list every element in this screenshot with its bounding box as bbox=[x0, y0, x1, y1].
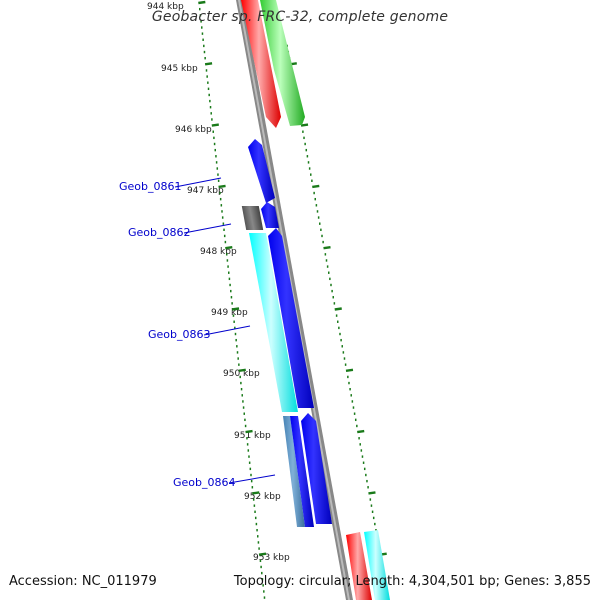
gene-arrow-blue-lower-a bbox=[290, 416, 314, 527]
gene-arrow-green bbox=[260, 0, 305, 126]
ruler-tick bbox=[368, 491, 376, 495]
topology-text: Topology: circular; Length: 4,304,501 bp… bbox=[233, 574, 591, 589]
ruler-tick bbox=[323, 246, 331, 250]
gene-geob-0861 bbox=[248, 139, 275, 203]
ruler-label: 952 kbp bbox=[244, 492, 281, 502]
ruler-tick bbox=[218, 184, 226, 189]
gene-label[interactable]: Geob_0862 bbox=[128, 226, 191, 239]
callout-line bbox=[183, 223, 232, 234]
ruler-label: 950 kbp bbox=[223, 369, 260, 379]
genome-title: Geobacter sp. FRC-32, complete genome bbox=[151, 9, 449, 25]
gene-arrow-blue-lower-b bbox=[301, 413, 332, 524]
gene-arrow-red-bottom bbox=[346, 532, 372, 600]
callout-line bbox=[203, 325, 251, 336]
callout-line bbox=[174, 177, 222, 188]
accession-text: Accession: NC_011979 bbox=[9, 574, 157, 589]
ruler-tick bbox=[198, 0, 206, 5]
ruler-tick bbox=[238, 368, 246, 372]
ruler-tick bbox=[312, 184, 320, 189]
ruler-tick bbox=[334, 307, 342, 311]
gene-label[interactable]: Geob_0861 bbox=[119, 180, 182, 193]
ruler-tick bbox=[345, 368, 354, 372]
ruler-tick bbox=[245, 429, 253, 434]
ruler-label: 951 kbp bbox=[234, 431, 271, 441]
gene-geob-0864 bbox=[283, 416, 305, 527]
ruler: 944 kbp 945 kbp 946 kbp 947 kbp 948 kbp … bbox=[147, 2, 290, 563]
gene-geob-0863 bbox=[249, 233, 298, 412]
ruler-tick bbox=[252, 491, 260, 495]
gene-label[interactable]: Geob_0864 bbox=[173, 476, 236, 489]
callout-line bbox=[228, 474, 276, 484]
gene-geob-0862 bbox=[261, 202, 279, 228]
ruler-label: 945 kbp bbox=[161, 64, 198, 74]
ruler-tick bbox=[258, 552, 267, 556]
gene-arrow-red bbox=[241, 0, 281, 128]
ruler-tick bbox=[211, 123, 219, 127]
ruler-tick bbox=[231, 307, 240, 311]
ruler-label: 947 kbp bbox=[187, 186, 224, 196]
ruler-label: 949 kbp bbox=[211, 308, 248, 318]
ruler-tick bbox=[300, 123, 309, 127]
ruler-label: 946 kbp bbox=[175, 125, 212, 135]
gene-arrow-blue-long bbox=[268, 228, 314, 408]
genes bbox=[241, 0, 390, 600]
gene-labels: Geob_0861 Geob_0862 Geob_0863 Geob_0864 bbox=[119, 177, 276, 489]
backbone-highlight bbox=[238, 0, 350, 600]
gene-label[interactable]: Geob_0863 bbox=[148, 328, 211, 341]
ruler-tick bbox=[225, 246, 233, 250]
backbone bbox=[236, 0, 353, 600]
ruler-tick bbox=[204, 62, 213, 66]
ruler-label: 944 kbp bbox=[147, 2, 184, 12]
gene-segment-gray bbox=[241, 206, 264, 230]
gene-arrow-cyan-bottom bbox=[364, 530, 390, 600]
ruler-tick bbox=[357, 429, 365, 434]
ruler-label: 953 kbp bbox=[253, 553, 290, 563]
ruler-label: 948 kbp bbox=[200, 247, 237, 257]
